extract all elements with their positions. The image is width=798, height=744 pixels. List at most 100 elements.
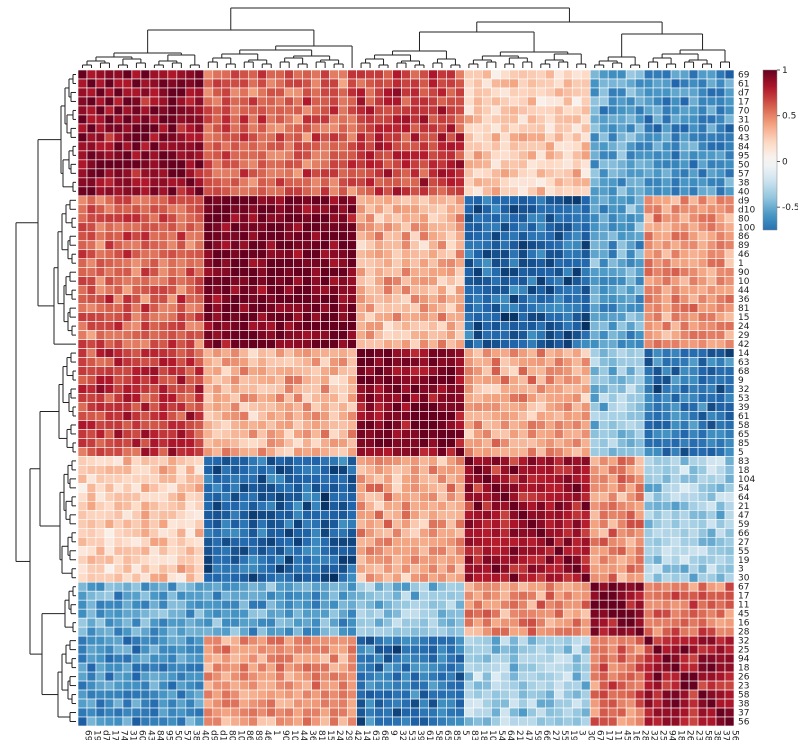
heatmap-cell [544, 671, 555, 682]
heatmap-cell [131, 132, 142, 143]
heatmap-cell [634, 411, 645, 421]
heatmap-cell [365, 608, 375, 619]
heatmap-cell [491, 330, 501, 340]
heatmap-cell [598, 258, 609, 268]
heatmap-cell [356, 581, 366, 592]
heatmap-cell [338, 599, 348, 610]
heatmap-cell [598, 213, 609, 224]
heatmap-cell [239, 474, 250, 484]
heatmap-cell [158, 411, 169, 421]
heatmap-cell [167, 680, 178, 691]
heatmap-cell [688, 96, 699, 107]
heatmap-cell [185, 599, 196, 610]
heatmap-cell [455, 285, 465, 295]
heatmap-cell [598, 240, 609, 251]
heatmap-cell [248, 635, 259, 646]
heatmap-cell [284, 527, 294, 538]
heatmap-cell [158, 492, 169, 502]
heatmap-cell [607, 294, 618, 304]
heatmap-cell [598, 599, 609, 610]
heatmap-cell [706, 644, 717, 655]
heatmap-cell [616, 78, 627, 89]
heatmap-cell [203, 96, 214, 107]
heatmap-cell [239, 510, 250, 520]
heatmap-cell [715, 402, 726, 412]
heatmap-cell [446, 366, 456, 376]
heatmap-cell [257, 132, 268, 143]
heatmap-cell [212, 231, 223, 242]
heatmap-cell [257, 195, 268, 206]
heatmap-cell [167, 438, 178, 448]
heatmap-cell [437, 204, 447, 215]
heatmap-cell [284, 87, 294, 98]
heatmap-cell [95, 213, 106, 224]
heatmap-cell [311, 644, 321, 655]
heatmap-cell [95, 572, 106, 583]
heatmap-cell [706, 240, 717, 251]
heatmap-cell [661, 662, 672, 673]
heatmap-cell [580, 87, 591, 98]
heatmap-cell [194, 501, 205, 511]
heatmap-cell [284, 267, 294, 277]
heatmap-cell [446, 483, 456, 493]
heatmap-cell [464, 258, 474, 268]
heatmap-cell [473, 662, 483, 673]
heatmap-cell [158, 186, 169, 197]
heatmap-cell [652, 438, 663, 448]
heatmap-cell [248, 653, 259, 664]
heatmap-cell [661, 321, 672, 331]
heatmap-cell [688, 249, 699, 260]
heatmap-cell [428, 635, 438, 646]
heatmap-cell [131, 626, 142, 637]
heatmap-cell [482, 222, 492, 233]
heatmap-cell [724, 536, 735, 547]
heatmap-cell [95, 96, 106, 107]
heatmap-cell [688, 222, 699, 233]
heatmap-cell [365, 671, 375, 682]
heatmap-cell [176, 69, 187, 80]
heatmap-cell [347, 527, 357, 538]
heatmap-cell [509, 177, 519, 188]
heatmap-cell [580, 96, 591, 107]
heatmap-cell [185, 69, 196, 80]
heatmap-cell [275, 581, 285, 592]
heatmap-cell [158, 294, 169, 304]
heatmap-cell [634, 285, 645, 295]
heatmap-cell [374, 563, 384, 574]
heatmap-cell [392, 294, 402, 304]
heatmap-cell [77, 536, 88, 547]
heatmap-cell [212, 590, 223, 601]
heatmap-cell [634, 312, 645, 322]
heatmap-cell [356, 114, 366, 125]
heatmap-cell [544, 536, 555, 547]
heatmap-cell [293, 510, 303, 520]
heatmap-cell [715, 96, 726, 107]
heatmap-cell [715, 87, 726, 98]
heatmap-cell [670, 132, 681, 143]
heatmap-cell [473, 141, 483, 152]
heatmap-cell [77, 168, 88, 179]
heatmap-cell [212, 186, 223, 197]
heatmap-cell [607, 240, 618, 251]
heatmap-cell [410, 78, 420, 89]
heatmap-cell [527, 384, 537, 394]
heatmap-cell [607, 303, 618, 313]
heatmap-cell [140, 348, 151, 358]
heatmap-cell [356, 375, 366, 385]
heatmap-cell [266, 483, 276, 493]
heatmap-cell [248, 447, 259, 457]
heatmap-cell [670, 599, 681, 610]
heatmap-cell [401, 536, 411, 547]
heatmap-cell [553, 375, 564, 385]
heatmap-cell [95, 527, 106, 538]
heatmap-cell [149, 222, 160, 233]
heatmap-cell [634, 150, 645, 161]
heatmap-cell [401, 429, 411, 439]
heatmap-cell [688, 474, 699, 484]
heatmap-cell [670, 626, 681, 637]
heatmap-cell [140, 132, 151, 143]
heatmap-cell [239, 348, 250, 358]
heatmap-cell [239, 114, 250, 125]
heatmap-cell [598, 330, 609, 340]
heatmap-cell [428, 96, 438, 107]
